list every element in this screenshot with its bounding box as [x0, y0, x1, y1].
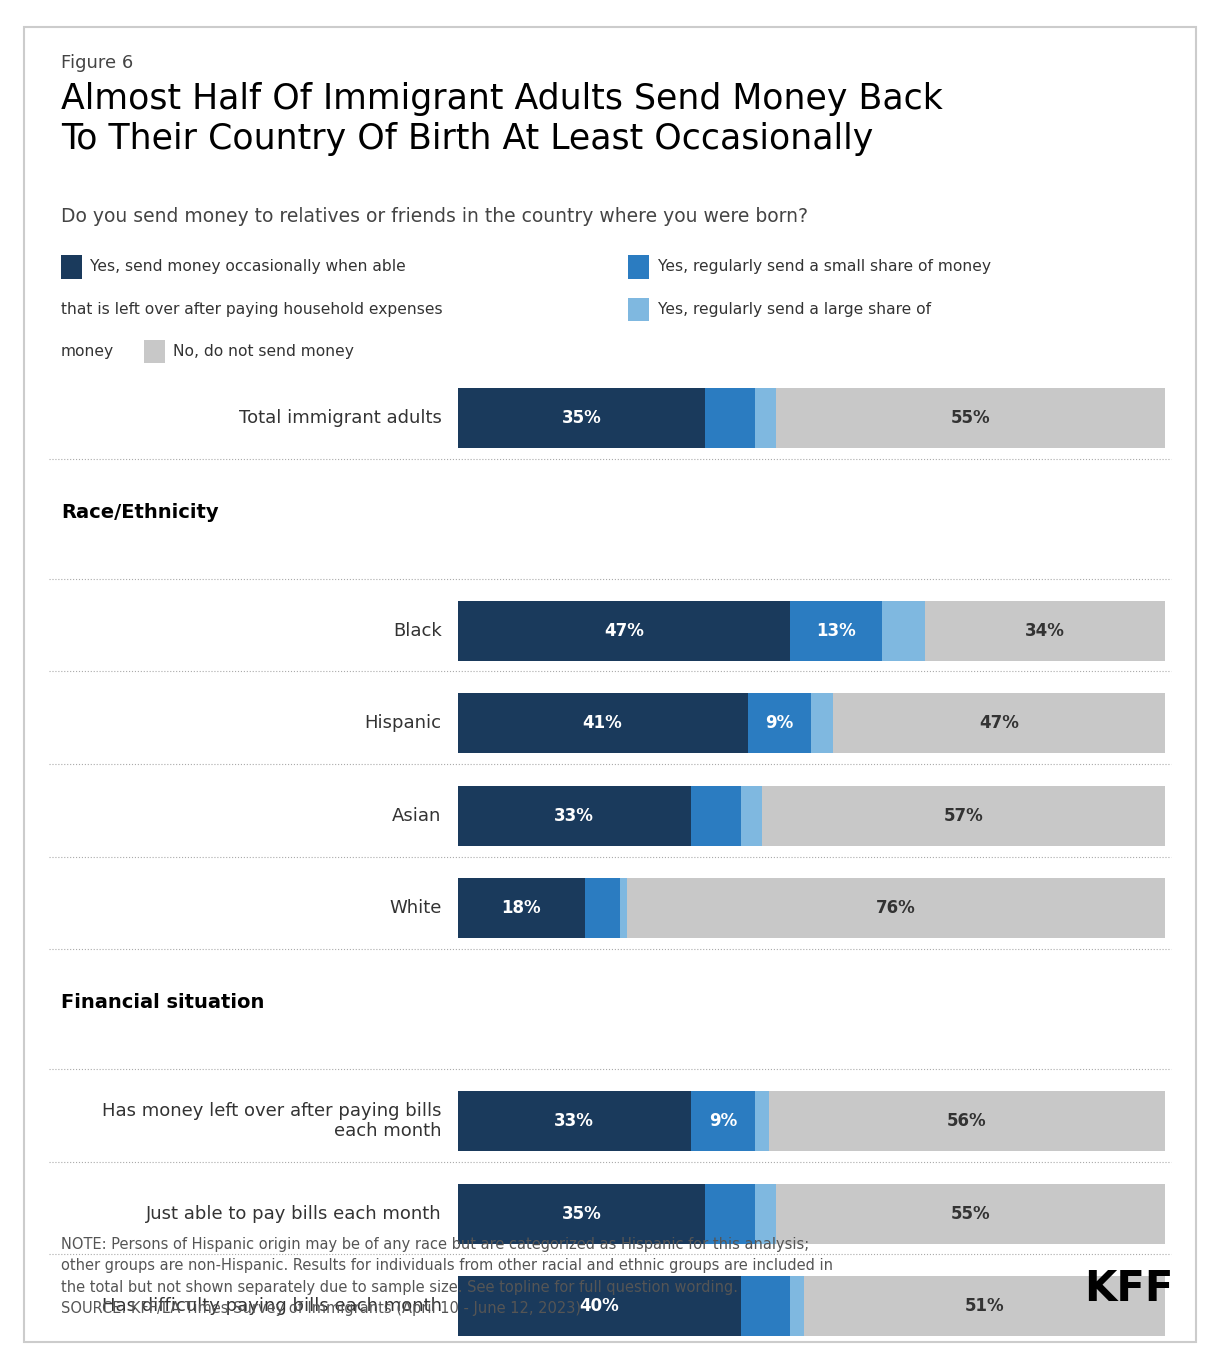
FancyBboxPatch shape: [791, 1276, 804, 1336]
FancyBboxPatch shape: [741, 1276, 791, 1336]
Text: Do you send money to relatives or friends in the country where you were born?: Do you send money to relatives or friend…: [61, 207, 808, 226]
FancyBboxPatch shape: [458, 388, 705, 448]
Text: 35%: 35%: [561, 1204, 601, 1223]
Text: 47%: 47%: [604, 621, 644, 640]
Text: 76%: 76%: [876, 899, 916, 918]
Text: 33%: 33%: [554, 806, 594, 825]
Text: Hispanic: Hispanic: [365, 714, 442, 733]
Text: 55%: 55%: [950, 1204, 991, 1223]
Text: Total immigrant adults: Total immigrant adults: [239, 409, 442, 428]
Text: money: money: [61, 343, 115, 360]
FancyBboxPatch shape: [458, 693, 748, 753]
FancyBboxPatch shape: [627, 878, 1165, 938]
Text: 56%: 56%: [947, 1111, 987, 1130]
Text: 18%: 18%: [501, 899, 540, 918]
FancyBboxPatch shape: [811, 693, 832, 753]
FancyBboxPatch shape: [458, 878, 584, 938]
FancyBboxPatch shape: [24, 27, 1196, 1342]
Text: Yes, send money occasionally when able: Yes, send money occasionally when able: [90, 259, 406, 275]
Text: Just able to pay bills each month: Just able to pay bills each month: [146, 1204, 442, 1223]
Text: Has difficulty paying bills each month: Has difficulty paying bills each month: [101, 1297, 442, 1316]
FancyBboxPatch shape: [458, 601, 791, 661]
FancyBboxPatch shape: [755, 1184, 776, 1244]
FancyBboxPatch shape: [628, 298, 649, 321]
FancyBboxPatch shape: [741, 786, 761, 846]
Text: 47%: 47%: [978, 714, 1019, 733]
Text: Black: Black: [393, 621, 442, 640]
Text: 40%: 40%: [580, 1297, 619, 1316]
Text: NOTE: Persons of Hispanic origin may be of any race but are categorized as Hispa: NOTE: Persons of Hispanic origin may be …: [61, 1237, 833, 1317]
FancyBboxPatch shape: [620, 878, 627, 938]
Text: 13%: 13%: [816, 621, 856, 640]
Text: Almost Half Of Immigrant Adults Send Money Back
To Their Country Of Birth At Lea: Almost Half Of Immigrant Adults Send Mon…: [61, 82, 943, 157]
FancyBboxPatch shape: [761, 786, 1165, 846]
Text: 9%: 9%: [765, 714, 793, 733]
FancyBboxPatch shape: [791, 601, 882, 661]
FancyBboxPatch shape: [832, 693, 1165, 753]
FancyBboxPatch shape: [458, 1091, 691, 1151]
FancyBboxPatch shape: [755, 1091, 769, 1151]
Text: KFF: KFF: [1083, 1268, 1174, 1310]
FancyBboxPatch shape: [628, 255, 649, 278]
FancyBboxPatch shape: [458, 1276, 741, 1336]
FancyBboxPatch shape: [691, 1091, 755, 1151]
FancyBboxPatch shape: [748, 693, 811, 753]
FancyBboxPatch shape: [755, 388, 776, 448]
FancyBboxPatch shape: [458, 786, 691, 846]
Text: 35%: 35%: [561, 409, 601, 428]
Text: 34%: 34%: [1025, 621, 1065, 640]
Text: Financial situation: Financial situation: [61, 993, 265, 1012]
Text: 33%: 33%: [554, 1111, 594, 1130]
FancyBboxPatch shape: [144, 340, 165, 362]
Text: 57%: 57%: [943, 806, 983, 825]
Text: that is left over after paying household expenses: that is left over after paying household…: [61, 301, 443, 317]
FancyBboxPatch shape: [458, 1184, 705, 1244]
Text: Has money left over after paying bills
each month: Has money left over after paying bills e…: [102, 1102, 442, 1140]
Text: Yes, regularly send a small share of money: Yes, regularly send a small share of mon…: [658, 259, 991, 275]
Text: No, do not send money: No, do not send money: [173, 343, 354, 360]
Text: Figure 6: Figure 6: [61, 54, 133, 72]
FancyBboxPatch shape: [691, 786, 741, 846]
FancyBboxPatch shape: [882, 601, 925, 661]
Text: Yes, regularly send a large share of: Yes, regularly send a large share of: [658, 301, 931, 317]
FancyBboxPatch shape: [804, 1276, 1165, 1336]
Text: 51%: 51%: [965, 1297, 1004, 1316]
Text: 9%: 9%: [709, 1111, 737, 1130]
Text: Race/Ethnicity: Race/Ethnicity: [61, 503, 218, 522]
FancyBboxPatch shape: [776, 388, 1165, 448]
Text: White: White: [389, 899, 442, 918]
FancyBboxPatch shape: [776, 1184, 1165, 1244]
FancyBboxPatch shape: [61, 255, 82, 278]
FancyBboxPatch shape: [705, 388, 755, 448]
FancyBboxPatch shape: [925, 601, 1165, 661]
FancyBboxPatch shape: [705, 1184, 755, 1244]
Text: 55%: 55%: [950, 409, 991, 428]
Text: 41%: 41%: [583, 714, 622, 733]
FancyBboxPatch shape: [584, 878, 620, 938]
FancyBboxPatch shape: [769, 1091, 1165, 1151]
Text: Asian: Asian: [393, 806, 442, 825]
